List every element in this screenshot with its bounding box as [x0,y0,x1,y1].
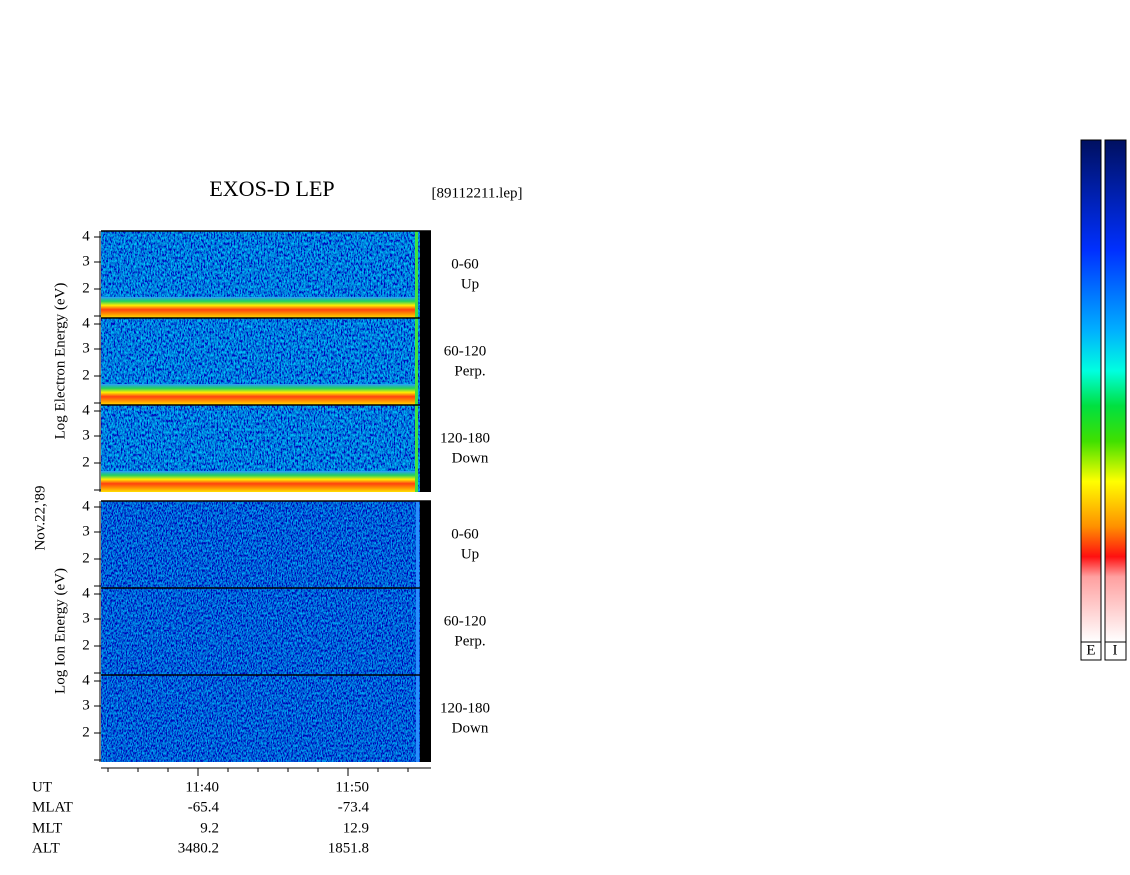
file-name: [89112211.lep] [432,185,523,201]
spectrogram-noise [101,675,420,762]
channel-label: 60-120 [444,613,487,629]
colorbar-label: I [1113,642,1118,658]
edge-strip [416,588,419,675]
y-tick-label: 4 [82,402,90,418]
channel-label: 0-60 [451,256,479,272]
title: EXOS-D LEP [209,176,334,201]
colorbar [1104,139,1127,643]
edge-strip [415,405,418,492]
spectrogram-band [101,471,415,492]
y-tick-label: 3 [82,427,90,443]
y-tick-label: 4 [82,585,90,601]
spectrogram-band [101,384,415,405]
channel-label: 120-180 [440,430,490,446]
data-gap [420,231,431,318]
data-gap [420,675,431,762]
y-tick-label: 2 [82,550,90,566]
y-tick-label: 4 [82,228,90,244]
y-tick-label: 4 [82,315,90,331]
y-tick-label: 4 [82,672,90,688]
edge-strip [416,675,419,762]
data-gap [420,501,431,588]
colorbar-label-box [1080,641,1102,661]
y-tick-label: 3 [82,523,90,539]
data-gap [420,318,431,405]
y-tick-label: 2 [82,280,90,296]
row-label: MLT [32,820,62,836]
channel-label: Up [461,276,479,292]
channel-label: 0-60 [451,526,479,542]
channel-label: Up [461,546,479,562]
y-tick-label: 3 [82,253,90,269]
channel-label: Perp. [454,633,485,649]
y-tick-label: 4 [82,498,90,514]
edge-strip [416,501,419,588]
row-label: UT [32,779,52,795]
row-value: 12.9 [343,820,369,836]
y-axis-label: Log Electron Energy (eV) [52,283,68,440]
channel-label: Down [452,720,489,736]
y-tick-label: 3 [82,340,90,356]
row-label: ALT [32,840,60,856]
spectrogram-noise [101,588,420,675]
edge-strip [415,231,418,318]
data-gap [420,405,431,492]
spectrogram-noise [101,501,420,588]
y-tick-label: 2 [82,724,90,740]
row-value: 9.2 [200,820,219,836]
channel-label: 120-180 [440,700,490,716]
y-tick-label: 2 [82,454,90,470]
spectrogram-band [101,297,415,318]
row-value: 11:40 [185,779,219,795]
edge-strip [415,318,418,405]
channel-label: Down [452,450,489,466]
date: Nov.22,'89 [32,485,48,550]
y-tick-label: 2 [82,637,90,653]
data-gap [420,588,431,675]
colorbar [1080,139,1102,643]
channel-label: Perp. [454,363,485,379]
row-value: 11:50 [335,779,369,795]
y-tick-label: 3 [82,610,90,626]
y-tick-label: 3 [82,697,90,713]
row-value: 1851.8 [328,840,369,856]
colorbar-label-box [1104,641,1127,661]
row-value: -73.4 [338,799,370,815]
y-axis-label: Log Ion Energy (eV) [52,568,68,694]
row-value: -65.4 [188,799,220,815]
y-tick-label: 2 [82,367,90,383]
row-value: 3480.2 [178,840,219,856]
channel-label: 60-120 [444,343,487,359]
colorbar-label: E [1086,642,1095,658]
row-label: MLAT [32,799,73,815]
